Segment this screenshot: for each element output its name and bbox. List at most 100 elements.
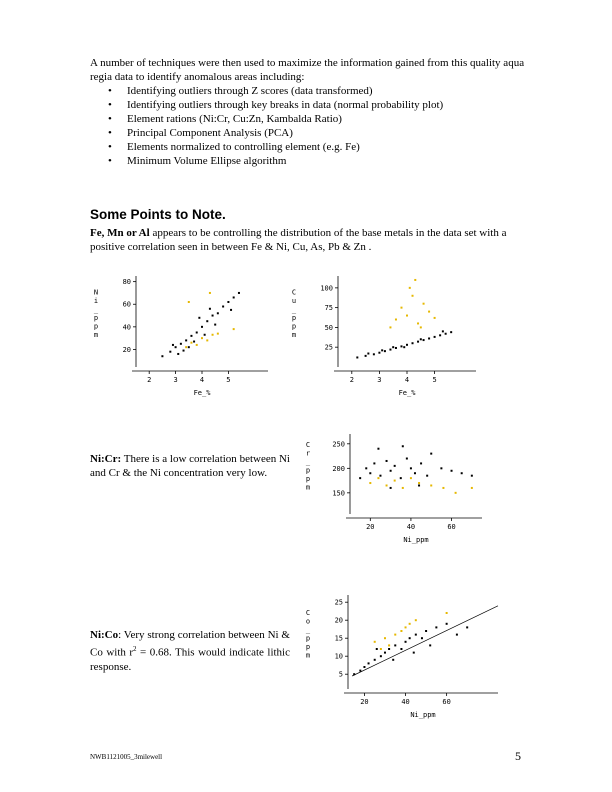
- data-point: [411, 342, 414, 345]
- data-point: [383, 350, 386, 353]
- data-point: [420, 637, 423, 640]
- data-point: [394, 346, 397, 349]
- y-axis-label-char: N: [94, 288, 98, 296]
- x-tick-label: 3: [173, 376, 177, 384]
- x-tick-label: 40: [401, 698, 409, 706]
- section-heading: Some Points to Note.: [90, 207, 226, 222]
- data-point: [232, 328, 235, 331]
- data-point: [216, 312, 219, 315]
- x-tick-label: 20: [360, 698, 368, 706]
- y-axis-label-char: C: [306, 441, 310, 449]
- data-point: [422, 339, 425, 342]
- data-point: [373, 640, 376, 643]
- nicr-bold: Ni:Cr:: [90, 453, 122, 465]
- data-point: [422, 302, 425, 305]
- x-axis-label: Ni_ppm: [403, 536, 428, 544]
- list-item: Elements normalized to controlling eleme…: [108, 140, 530, 154]
- y-tick-label: 10: [335, 653, 343, 661]
- data-point: [174, 346, 177, 349]
- data-point: [430, 484, 433, 487]
- data-point: [454, 491, 457, 494]
- data-point: [373, 658, 376, 661]
- data-point: [401, 445, 404, 448]
- data-point: [369, 472, 372, 475]
- data-point: [433, 335, 436, 338]
- data-point: [409, 467, 412, 470]
- data-point: [445, 612, 448, 614]
- page-number: 5: [515, 749, 521, 763]
- data-point: [408, 637, 411, 640]
- y-axis-label-char: _: [292, 305, 297, 313]
- data-point: [211, 314, 214, 317]
- y-axis-label-char: m: [292, 331, 296, 339]
- data-point: [383, 637, 386, 640]
- data-point: [367, 662, 370, 665]
- x-tick-label: 5: [226, 376, 230, 384]
- data-point: [230, 308, 233, 311]
- y-tick-label: 20: [335, 617, 343, 625]
- data-point: [372, 353, 375, 356]
- y-tick-label: 150: [332, 489, 345, 497]
- data-point: [182, 349, 185, 352]
- data-point: [394, 633, 397, 636]
- data-point: [439, 334, 442, 337]
- data-point: [433, 316, 436, 319]
- data-point: [216, 332, 219, 335]
- data-point: [414, 633, 417, 636]
- data-point: [177, 352, 180, 355]
- data-point: [161, 355, 164, 358]
- nico-text-a: : Very strong correlation between Ni & C…: [90, 629, 290, 659]
- data-point: [232, 296, 235, 299]
- data-point: [363, 666, 366, 668]
- y-axis-label-char: C: [306, 609, 310, 617]
- data-point: [359, 477, 362, 480]
- x-tick-label: 60: [442, 698, 450, 706]
- data-point: [418, 484, 421, 487]
- data-point: [413, 472, 416, 475]
- data-point: [417, 340, 420, 343]
- y-axis-label-char: _: [94, 305, 99, 313]
- y-axis-label-char: p: [292, 314, 296, 322]
- y-tick-label: 80: [123, 278, 131, 286]
- list-item: Element rations (Ni:Cr, Cu:Zn, Kambalda …: [108, 112, 530, 126]
- y-tick-label: 50: [325, 324, 333, 332]
- data-point: [195, 331, 198, 334]
- data-point: [378, 351, 381, 354]
- data-point: [428, 310, 431, 313]
- data-point: [392, 658, 395, 661]
- list-item: Identifying outliers through key breaks …: [108, 98, 530, 112]
- data-point: [389, 348, 392, 351]
- data-point: [369, 482, 372, 485]
- data-point: [414, 619, 417, 622]
- data-point: [201, 325, 203, 328]
- data-point: [393, 479, 396, 482]
- data-point: [420, 462, 423, 465]
- data-point: [417, 322, 420, 325]
- y-tick-label: 60: [123, 301, 131, 309]
- points-paragraph: Fe, Mn or Al appears to be controlling t…: [90, 226, 530, 254]
- data-point: [440, 467, 443, 470]
- data-point: [426, 474, 429, 477]
- x-tick-label: 60: [447, 523, 455, 531]
- data-point: [379, 474, 382, 477]
- y-axis-label-char: p: [94, 322, 98, 330]
- data-point: [393, 464, 396, 467]
- data-point: [365, 467, 368, 470]
- data-point: [356, 356, 359, 359]
- data-point: [470, 486, 473, 489]
- data-point: [411, 294, 414, 297]
- y-tick-label: 75: [325, 304, 333, 312]
- y-axis-label-char: p: [306, 475, 310, 483]
- nico-note: Ni:Co: Very strong correlation between N…: [90, 628, 290, 674]
- data-point: [185, 346, 188, 349]
- x-tick-label: 5: [432, 376, 436, 384]
- x-axis-label: Fe_%: [399, 389, 417, 397]
- x-tick-label: 40: [407, 523, 415, 531]
- x-tick-label: 3: [377, 376, 381, 384]
- data-point: [206, 320, 209, 323]
- data-point: [208, 307, 211, 310]
- data-point: [381, 349, 384, 352]
- list-item: Principal Component Analysis (PCA): [108, 126, 530, 140]
